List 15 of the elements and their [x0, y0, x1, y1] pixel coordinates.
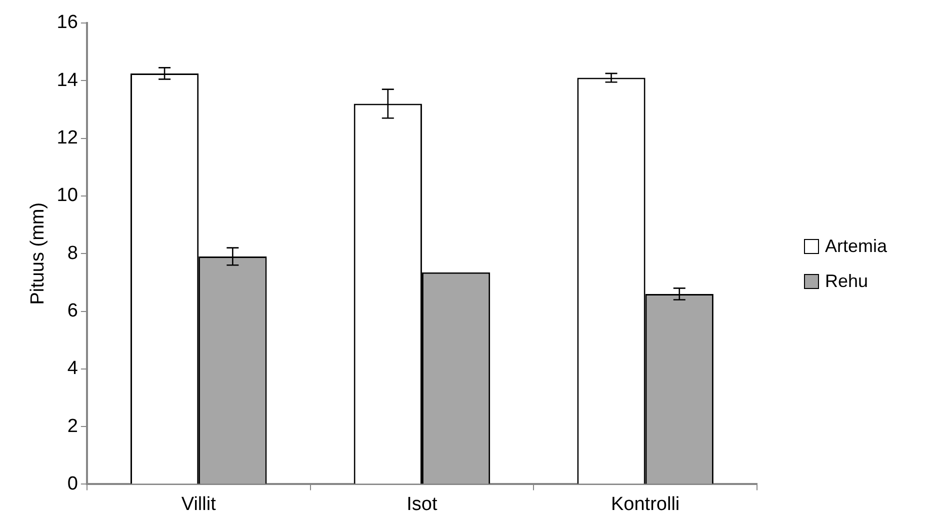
legend-label: Rehu [824, 270, 868, 292]
x-tick-label: Kontrolli [610, 494, 680, 515]
x-tick-label: Villit [181, 494, 217, 515]
y-tick-label: 16 [56, 12, 78, 34]
y-tick-label: 8 [67, 242, 78, 264]
y-tick-label: 4 [67, 358, 78, 380]
y-axis-title: Pituus (mm) [28, 202, 49, 305]
x-tick-label: Isot [406, 494, 438, 515]
y-tick-label: 14 [56, 70, 78, 91]
text: Artemia [824, 236, 887, 256]
y-tick-label: 10 [56, 185, 78, 206]
y-tick-label: 2 [67, 416, 78, 437]
y-tick-label: 12 [56, 128, 78, 149]
y-tick-label: 0 [67, 473, 78, 494]
y-tick-label: 6 [67, 300, 78, 322]
